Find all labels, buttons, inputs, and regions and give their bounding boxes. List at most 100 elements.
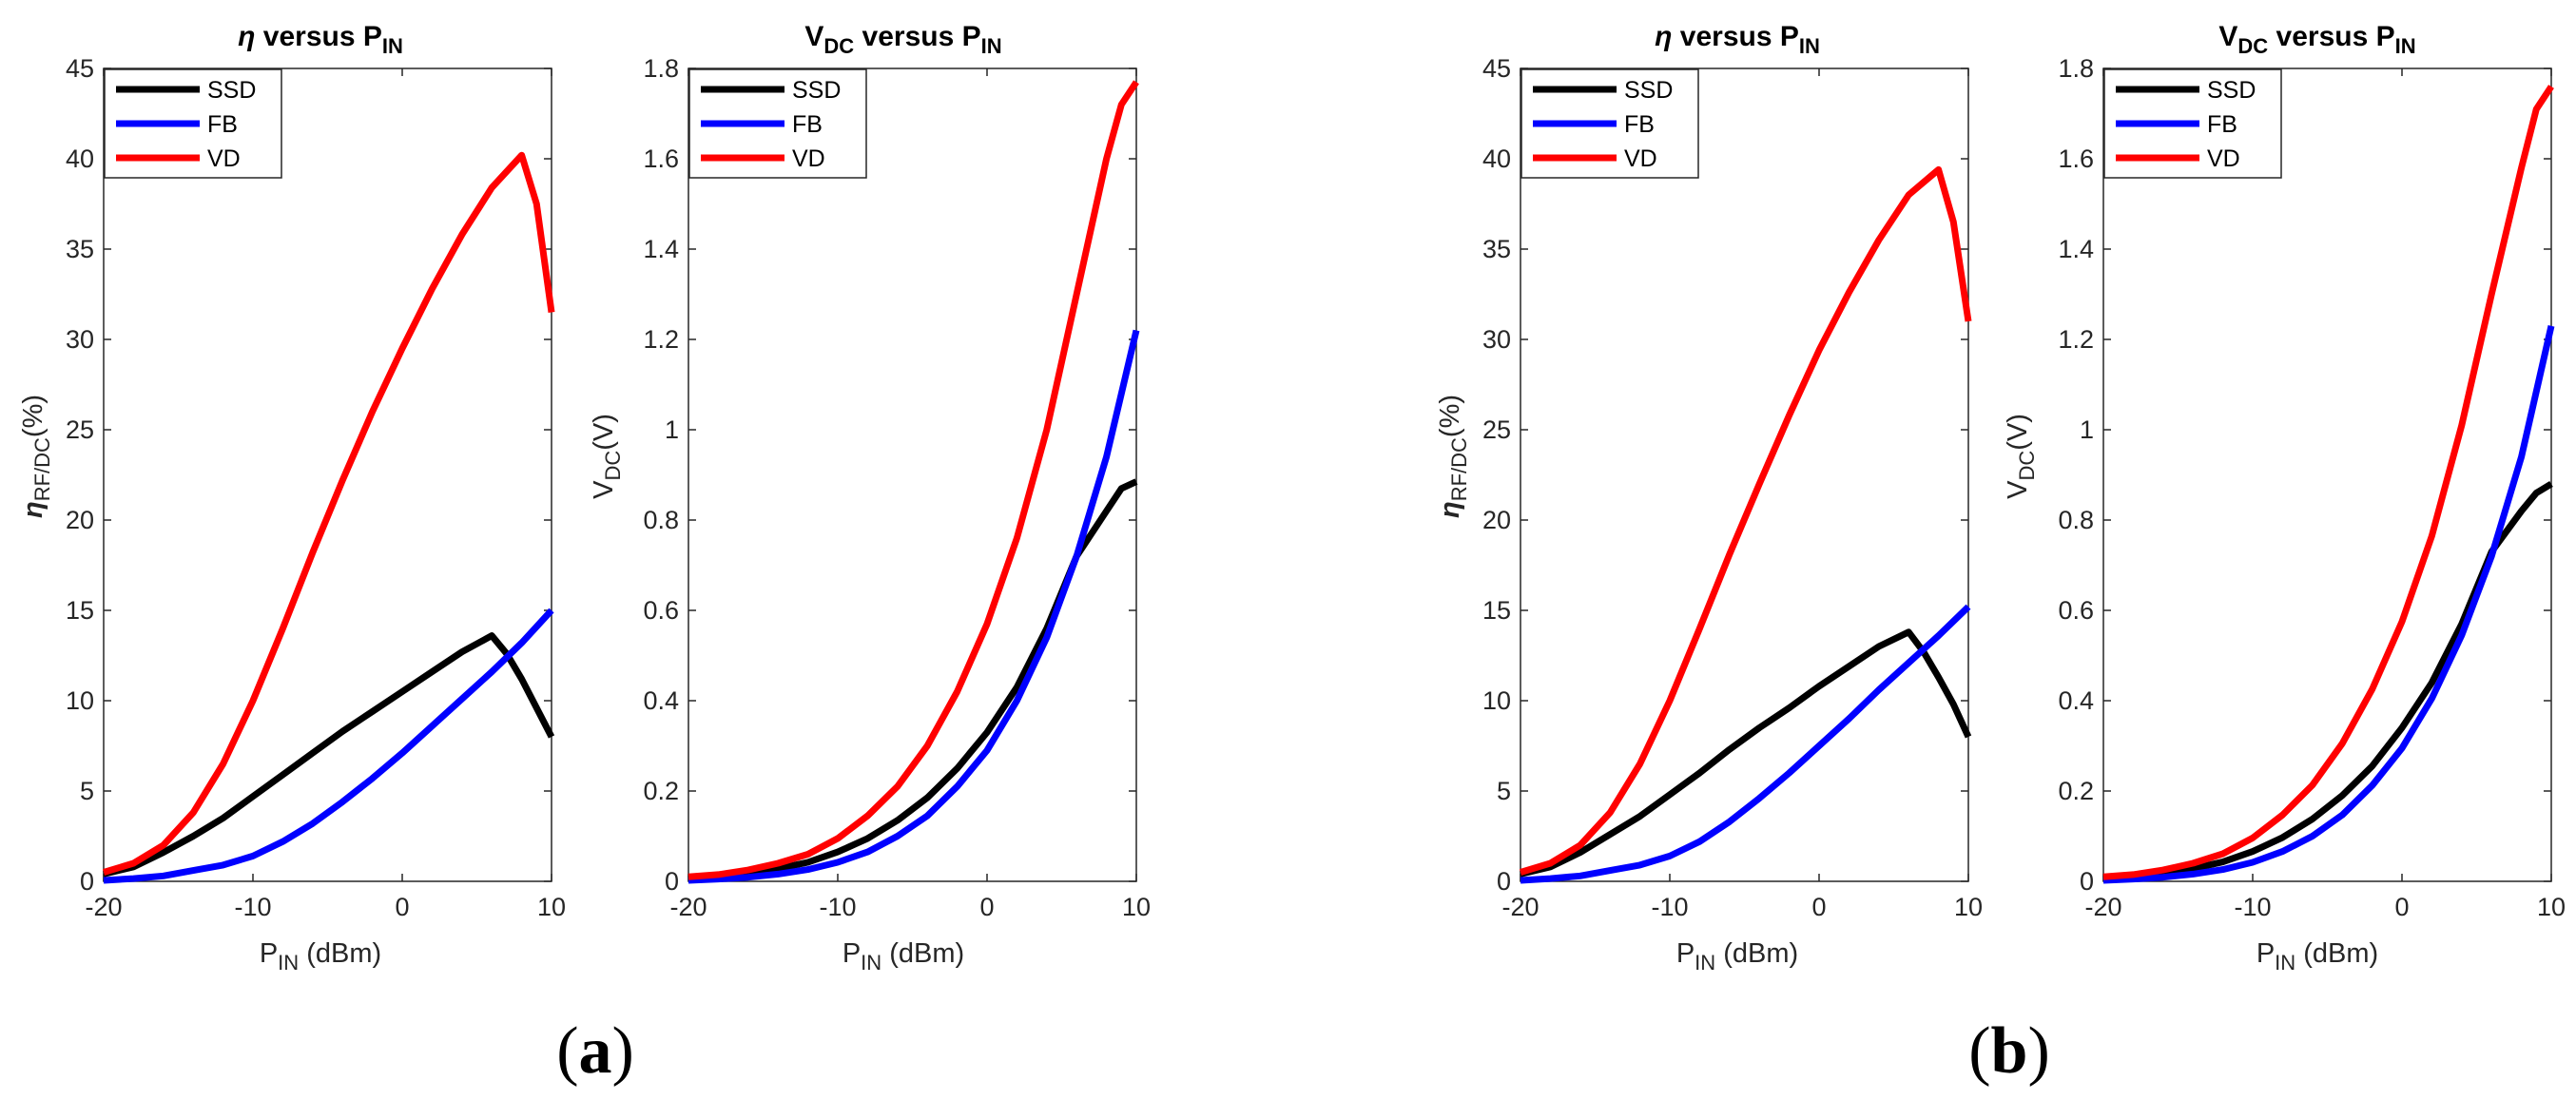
x-tick-label: -20: [2084, 893, 2121, 921]
series-line-vd: [102, 151, 555, 876]
x-tick-label: 10: [2537, 893, 2566, 921]
legend-label-vd: VD: [792, 145, 825, 172]
chart-b-eta: 0 5 10 15 20 25 30 35 40 45 -20 -10 0 10 SSD FB VD: [1482, 54, 1983, 921]
subplot-title-b-vdc: VDC versus PIN: [2218, 21, 2415, 58]
y-tick-label: 45: [1482, 54, 1511, 83]
series-line-ssd: [2102, 481, 2553, 883]
axes-box: [2102, 68, 2552, 882]
x-tick-label: 10: [537, 893, 566, 921]
legend-label-fb: FB: [1624, 111, 1655, 138]
x-tick-label: 0: [2394, 893, 2409, 921]
y-tick-label: 5: [80, 777, 94, 805]
y-axis-labels: ηRF/DC(%) VDC(V) ηRF/DC(%) VDC(V): [18, 395, 2039, 518]
y-tick-label: 30: [1482, 325, 1511, 354]
x-tick-label: -10: [234, 893, 271, 921]
ylabel-b-eta: ηRF/DC(%): [1435, 395, 1471, 518]
series-line-fb: [688, 329, 1140, 884]
subplot-title-a-eta: η versus PIN: [238, 21, 403, 58]
y-tick-label: 1.6: [643, 145, 679, 173]
y-tick-label: 10: [1482, 686, 1511, 715]
series-line-fb: [1520, 604, 1971, 884]
axes-box: [688, 68, 1137, 882]
y-tick-label: 1.4: [643, 235, 679, 263]
series-line-vd: [688, 80, 1139, 880]
y-tick-label: 35: [1482, 235, 1511, 263]
series-line-ssd: [103, 632, 555, 878]
y-tick-label: 0.4: [2058, 686, 2094, 715]
y-tick-label: 0.2: [2058, 777, 2094, 805]
series-line-ssd: [688, 478, 1138, 883]
panel-label-b: (b): [1968, 1014, 2050, 1088]
y-tick-label: 1.8: [2058, 54, 2094, 83]
y-tick-label: 1.2: [2058, 325, 2094, 354]
series-line-vd: [1519, 165, 1972, 876]
xlabel-b-vdc: PIN (dBm): [2256, 938, 2378, 975]
x-tick-label: 0: [979, 893, 994, 921]
x-tick-label: -20: [669, 893, 707, 921]
x-tick-label: -20: [85, 893, 122, 921]
x-tick-label: 10: [1954, 893, 1983, 921]
y-tick-label: 0: [1497, 867, 1511, 896]
y-tick-label: 30: [66, 325, 94, 354]
legend-label-ssd: SSD: [207, 77, 256, 104]
legend-label-fb: FB: [792, 111, 823, 138]
subplot-title-a-vdc: VDC versus PIN: [804, 21, 1001, 58]
ylabel-a-vdc: VDC(V): [589, 414, 625, 499]
series-line-vd: [2102, 85, 2554, 880]
y-tick-label: 1.6: [2058, 145, 2094, 173]
ylabel-a-eta: ηRF/DC(%): [18, 395, 54, 518]
y-tick-label: 1.2: [643, 325, 679, 354]
legend: SSD FB VD: [104, 68, 282, 179]
y-tick-label: 25: [1482, 415, 1511, 444]
subplot-title-b-eta: η versus PIN: [1655, 21, 1820, 58]
legend-label-ssd: SSD: [792, 77, 841, 104]
x-tick-label: -10: [2234, 893, 2271, 921]
legend: SSD FB VD: [1520, 68, 1699, 179]
legend: SSD FB VD: [2103, 68, 2282, 179]
axes-box: [1520, 68, 1969, 882]
y-tick-label: 0.4: [643, 686, 679, 715]
series-line-fb: [2102, 325, 2555, 884]
panel-labels: (a) (b): [556, 1014, 2050, 1088]
legend-label-fb: FB: [207, 111, 238, 138]
y-tick-label: 0.6: [643, 596, 679, 625]
legend-label-fb: FB: [2207, 111, 2237, 138]
y-tick-label: 0.8: [2058, 506, 2094, 534]
xlabel-a-vdc: PIN (dBm): [843, 938, 964, 975]
ylabel-b-vdc: VDC(V): [2003, 414, 2039, 499]
series-line-fb: [103, 608, 554, 884]
y-tick-label: 1.8: [643, 54, 679, 83]
y-tick-label: 20: [66, 506, 94, 534]
y-tick-label: 1: [2080, 415, 2094, 444]
y-tick-label: 1.4: [2058, 235, 2094, 263]
titles: η versus PIN VDC versus PIN η versus PIN…: [238, 21, 2415, 58]
y-tick-label: 0: [80, 867, 94, 896]
xlabel-b-eta: PIN (dBm): [1676, 938, 1798, 975]
chart-a-eta: 0 5 10 15 20 25 30 35 40 45 -20 -10 0 10 SSD FB VD: [66, 54, 566, 921]
y-tick-label: 0: [2080, 867, 2094, 896]
x-tick-label: 0: [1811, 893, 1826, 921]
legend-label-ssd: SSD: [1624, 77, 1673, 104]
y-tick-label: 0.8: [643, 506, 679, 534]
y-tick-label: 0: [665, 867, 679, 896]
x-tick-label: -20: [1501, 893, 1539, 921]
x-axis-labels: PIN (dBm) PIN (dBm) PIN (dBm) PIN (dBm): [260, 938, 2378, 975]
legend-label-vd: VD: [207, 145, 241, 172]
y-tick-label: 25: [66, 415, 94, 444]
legend: SSD FB VD: [688, 68, 867, 179]
y-tick-label: 0.6: [2058, 596, 2094, 625]
y-tick-label: 0.2: [643, 777, 679, 805]
y-tick-label: 40: [1482, 145, 1511, 173]
y-tick-label: 15: [1482, 596, 1511, 625]
legend-label-vd: VD: [1624, 145, 1657, 172]
chart-b-vdc: 0 0.2 0.4 0.6 0.8 1 1.2 1.4 1.6 1.8 -20 -10 0 10 SSD FB…: [2058, 54, 2566, 921]
y-tick-label: 15: [66, 596, 94, 625]
x-tick-label: 0: [395, 893, 409, 921]
chart-a-vdc: 0 0.2 0.4 0.6 0.8 1 1.2 1.4 1.6 1.8 -20 -10 0 10 SSD FB…: [643, 54, 1151, 921]
panel-label-a: (a): [556, 1014, 634, 1088]
x-tick-label: 10: [1122, 893, 1151, 921]
y-tick-label: 40: [66, 145, 94, 173]
y-tick-label: 20: [1482, 506, 1511, 534]
